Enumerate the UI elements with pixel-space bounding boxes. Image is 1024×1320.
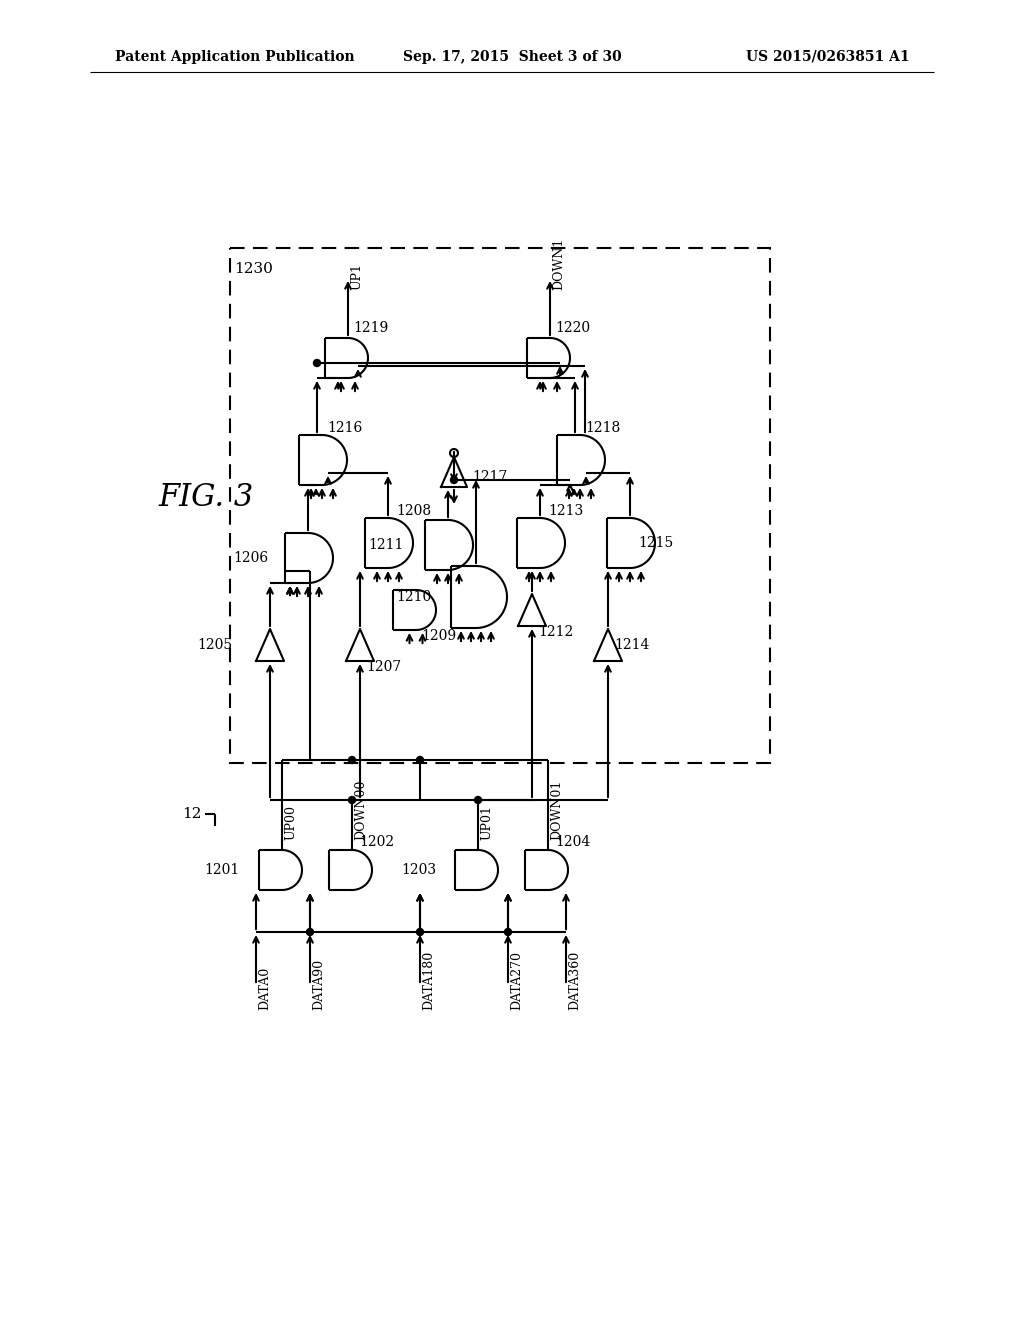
Circle shape [505,928,512,936]
Text: 1204: 1204 [555,836,590,849]
Text: UP00: UP00 [284,805,297,840]
Text: Patent Application Publication: Patent Application Publication [115,50,354,63]
Text: UP01: UP01 [480,805,493,840]
Text: Sep. 17, 2015  Sheet 3 of 30: Sep. 17, 2015 Sheet 3 of 30 [402,50,622,63]
Bar [230,248,770,763]
Text: FIG. 3: FIG. 3 [158,483,253,513]
Text: 1219: 1219 [353,321,388,335]
Text: 1218: 1218 [585,421,621,436]
Text: DATA90: DATA90 [312,958,325,1010]
Text: 1230: 1230 [234,261,272,276]
Text: 1203: 1203 [400,863,436,876]
Circle shape [417,756,424,763]
Circle shape [306,928,313,936]
Text: 1210: 1210 [396,590,432,605]
Circle shape [313,359,321,367]
Text: 1213: 1213 [548,504,584,517]
Text: DATA360: DATA360 [568,950,581,1010]
Text: 1215: 1215 [638,536,673,550]
Text: 1202: 1202 [359,836,394,849]
Text: 1212: 1212 [538,624,573,639]
Text: DATA270: DATA270 [510,950,523,1010]
Text: 1209: 1209 [421,630,456,643]
Text: 12: 12 [182,807,202,821]
Text: DOWN01: DOWN01 [550,780,563,840]
Text: 1201: 1201 [205,863,240,876]
Text: US 2015/0263851 A1: US 2015/0263851 A1 [746,50,910,63]
Text: 1216: 1216 [327,421,362,436]
Text: 1211: 1211 [369,539,404,552]
Text: 1220: 1220 [555,321,590,335]
Text: UP1: UP1 [350,263,362,290]
Circle shape [348,756,355,763]
Text: DATA180: DATA180 [422,950,435,1010]
Text: DATA0: DATA0 [258,966,271,1010]
Text: DOWN1: DOWN1 [552,238,565,290]
Circle shape [451,477,458,483]
Text: 1217: 1217 [472,470,507,484]
Circle shape [417,928,424,936]
Circle shape [474,796,481,804]
Text: DOWN00: DOWN00 [354,780,367,840]
Text: 1206: 1206 [232,550,268,565]
Text: 1205: 1205 [197,638,232,652]
Text: 1214: 1214 [614,638,649,652]
Text: 1208: 1208 [396,504,431,517]
Circle shape [348,796,355,804]
Text: 1207: 1207 [366,660,401,675]
